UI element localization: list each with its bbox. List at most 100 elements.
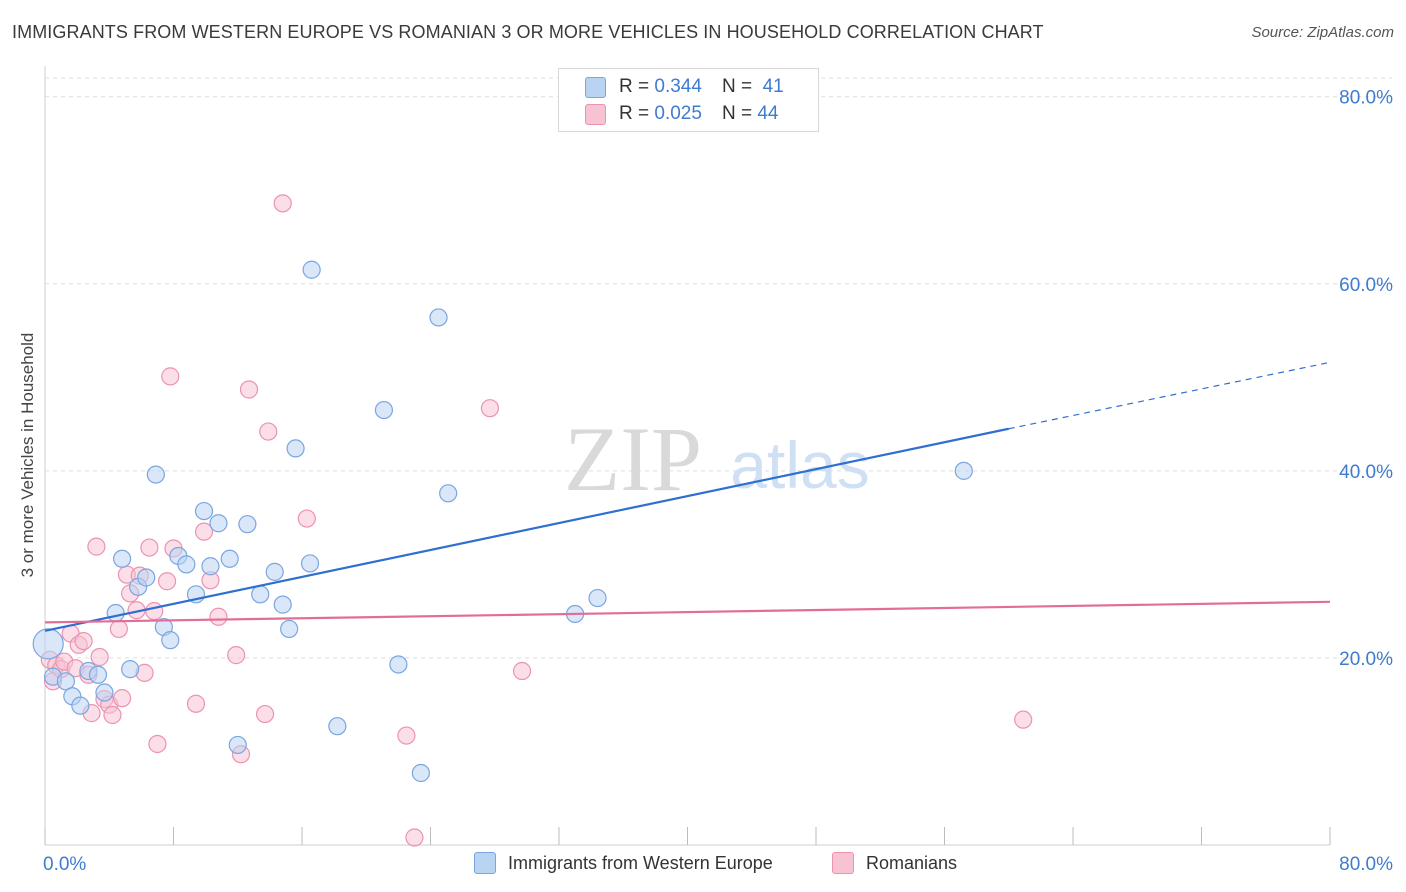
legend-item-romanians[interactable]: Romanians — [832, 852, 957, 874]
western-europe-point — [302, 260, 321, 279]
legend-item-label: Immigrants from Western Europe — [508, 852, 773, 873]
romanians-point — [103, 705, 122, 725]
western-europe-point — [137, 568, 156, 587]
axes — [44, 66, 1331, 846]
x-tick-label: 80.0% — [1339, 854, 1393, 875]
y-tick-label: 80.0% — [1339, 88, 1393, 109]
western-europe-point — [121, 660, 140, 679]
legend-row-romanians: R = 0.025 N = 44 — [585, 102, 778, 126]
romanians-point — [161, 367, 180, 386]
legend-r-label: R = — [619, 103, 650, 124]
legend-item-label: Romanians — [866, 852, 958, 873]
chart-title: IMMIGRANTS FROM WESTERN EUROPE VS ROMANI… — [12, 22, 1044, 42]
western-europe-point — [273, 595, 292, 614]
romanians-point — [148, 734, 167, 754]
western-europe-point — [88, 665, 108, 684]
romanians-point — [140, 538, 159, 557]
western-europe-point — [389, 655, 408, 674]
western-europe-point — [251, 585, 270, 604]
legend-r-value: 0.344 — [654, 76, 702, 97]
romanians-point — [87, 537, 106, 556]
romanians-point — [259, 422, 278, 441]
grid-lines — [45, 77, 1392, 659]
western-europe-point — [95, 683, 114, 702]
western-europe-point — [177, 555, 196, 574]
legend-swatch-blue — [585, 76, 606, 98]
western-europe-point — [201, 557, 220, 576]
romanians-point — [145, 602, 164, 621]
romanians-point — [74, 631, 93, 651]
romanians-trend-line — [44, 600, 1331, 624]
western-europe-point — [286, 439, 305, 458]
western-europe-point — [228, 735, 247, 755]
western-europe-point — [146, 465, 165, 484]
trend-lines — [44, 361, 1331, 632]
romanians-point — [157, 572, 177, 591]
western-europe-point — [71, 696, 90, 715]
western-europe-point — [209, 514, 228, 533]
western-europe-point — [112, 549, 132, 568]
watermark: ZIP atlas — [564, 408, 870, 510]
legend-swatch-pink — [585, 103, 606, 125]
western-europe-point — [56, 672, 75, 691]
romanians-point — [273, 194, 292, 213]
y-tick-label: 40.0% — [1339, 462, 1393, 483]
romanians-point — [209, 607, 228, 626]
western-europe-points — [32, 260, 973, 783]
romanians-point — [1014, 710, 1033, 729]
western-europe-point — [300, 554, 320, 573]
western-europe-trend-line — [44, 427, 1009, 632]
western-europe-point — [161, 631, 180, 650]
western-europe-point — [32, 628, 64, 660]
legend-r-label: R = — [619, 76, 650, 97]
western-europe-point — [439, 484, 458, 503]
source-label: Source: ZipAtlas.com — [1251, 24, 1394, 41]
romanians-point — [227, 646, 246, 665]
western-europe-point — [328, 717, 347, 736]
romanians-point — [194, 522, 214, 541]
romanians-point — [186, 694, 206, 713]
romanians-point — [255, 704, 275, 724]
legend-swatch-pink — [832, 852, 854, 874]
y-tick-label: 20.0% — [1339, 649, 1393, 670]
legend-item-western-europe[interactable]: Immigrants from Western Europe — [474, 852, 773, 874]
romanians-point — [239, 380, 259, 399]
western-europe-trend-extension — [1008, 361, 1331, 430]
legend-row-western-europe: R = 0.344 N = 41 — [585, 75, 784, 99]
western-europe-point — [280, 619, 299, 639]
western-europe-point — [265, 562, 284, 581]
romanians-points — [40, 194, 1033, 847]
series-legend: Immigrants from Western Europe Romanians — [0, 852, 1406, 878]
y-tick-label: 60.0% — [1339, 275, 1393, 296]
western-europe-point — [106, 603, 125, 623]
legend-n-label: N = — [721, 76, 753, 97]
western-europe-point — [194, 501, 214, 521]
romanians-point — [90, 647, 109, 667]
western-europe-point — [429, 308, 448, 327]
romanians-point — [109, 619, 128, 639]
western-europe-point — [220, 549, 239, 568]
watermark-zip: ZIP — [564, 408, 702, 510]
legend-n-value: 44 — [757, 103, 779, 124]
western-europe-point — [588, 588, 607, 608]
legend-n-value: 41 — [762, 76, 784, 97]
romanians-point — [112, 689, 132, 708]
x-tick-label: 0.0% — [43, 854, 86, 875]
tick-labels: 20.0% 40.0% 60.0% 80.0% 0.0% 80.0% — [43, 88, 1393, 875]
western-europe-point — [238, 515, 257, 534]
romanians-point — [480, 399, 500, 418]
romanians-point — [512, 661, 532, 681]
watermark-atlas: atlas — [730, 428, 869, 502]
western-europe-point — [954, 461, 973, 480]
romanians-point — [405, 828, 424, 847]
romanians-point — [397, 726, 416, 745]
western-europe-point — [411, 763, 430, 783]
y-axis-label: 3 or more Vehicles in Household — [18, 332, 37, 578]
correlation-legend: R = 0.344 N = 41 R = 0.025 N = 44 — [558, 68, 819, 132]
romanians-point — [297, 509, 316, 528]
legend-r-value: 0.025 — [654, 103, 702, 124]
legend-swatch-blue — [474, 852, 496, 874]
legend-n-label: N = — [721, 103, 753, 124]
western-europe-point — [374, 400, 394, 420]
